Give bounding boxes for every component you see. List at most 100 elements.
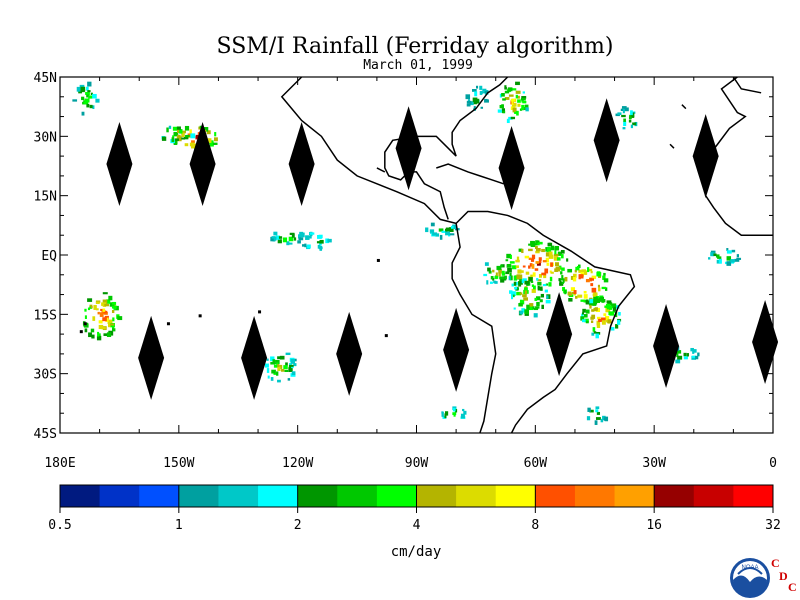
rain-patch	[441, 406, 467, 419]
swath-gap	[395, 106, 422, 191]
colorbar-swatch	[535, 485, 576, 507]
island	[384, 334, 388, 338]
cdc-letter-1: C	[771, 556, 780, 570]
rain-patch	[264, 352, 297, 383]
colorbar-swatch	[733, 485, 774, 507]
swath-gap	[241, 315, 268, 400]
coastline	[436, 163, 504, 185]
rain-patch	[161, 125, 196, 144]
colorbar-label: 0.5	[48, 518, 71, 533]
island	[258, 310, 262, 314]
lon-tick-label: 120W	[282, 456, 313, 471]
lat-tick-label: 15S	[34, 308, 57, 323]
coastline	[732, 76, 762, 94]
colorbar-unit-label: cm/day	[391, 544, 442, 560]
rain-patch	[270, 231, 305, 246]
colorbar-swatch	[456, 485, 497, 507]
rain-patch	[580, 296, 622, 339]
rain-patch	[615, 106, 638, 130]
swath-gap	[443, 307, 470, 392]
rain-patch	[505, 240, 569, 291]
colorbar-swatch	[376, 485, 417, 507]
noaa-logo: NOAA	[730, 558, 770, 598]
colorbar-swatch	[574, 485, 616, 507]
rain-patch	[586, 406, 609, 425]
lat-tick-label: 45S	[34, 427, 57, 442]
rain-patch	[483, 262, 511, 285]
map-title: SSM/I Rainfall (Ferriday algorithm)	[217, 34, 614, 59]
swath-gap	[189, 122, 216, 207]
lon-tick-label: 60W	[524, 456, 548, 471]
swath-gap	[498, 125, 525, 210]
colorbar-swatch	[614, 485, 655, 507]
cdc-letter-3: C	[788, 580, 797, 594]
cdc-letter-2: D	[779, 569, 788, 583]
colorbar-swatch	[178, 485, 219, 507]
colorbar: 0.5 1 2 4 8 16 32	[48, 484, 781, 533]
map-subtitle: March 01, 1999	[363, 58, 473, 73]
colorbar-label: 16	[646, 518, 662, 533]
colorbar-swatch	[218, 485, 259, 507]
coastline	[455, 210, 636, 434]
colorbar-swatch	[258, 485, 299, 507]
coastline	[376, 167, 386, 173]
lat-tick-label: 15N	[34, 190, 57, 205]
swath-gap	[546, 292, 573, 377]
coastline	[681, 104, 687, 110]
rain-patch	[497, 81, 529, 124]
cdc-mark: C D C	[771, 556, 797, 594]
island	[79, 330, 83, 334]
rain-patch	[465, 85, 489, 111]
colorbar-swatch	[60, 485, 101, 507]
lon-tick-label: 0	[769, 456, 777, 471]
colorbar-swatch	[337, 485, 378, 507]
swath-gap	[138, 315, 165, 400]
rainfall-layer	[72, 81, 742, 425]
colorbar-label: 4	[413, 518, 421, 533]
colorbar-label: 8	[531, 518, 539, 533]
lon-tick-label: 30W	[642, 456, 666, 471]
coastline	[669, 143, 675, 149]
swath-gaps	[106, 98, 779, 400]
colorbar-swatch	[654, 485, 695, 507]
coastline	[451, 223, 497, 434]
swath-gap	[692, 114, 719, 199]
colorbar-label: 2	[294, 518, 302, 533]
swath-gap	[653, 303, 680, 388]
colorbar-swatch	[139, 485, 180, 507]
swath-gap	[752, 300, 779, 385]
rain-patch	[298, 231, 332, 251]
colorbar-swatch	[416, 485, 457, 507]
rain-patch	[72, 81, 100, 116]
map-plot-area	[59, 76, 779, 434]
colorbar-label: 32	[765, 518, 781, 533]
island	[83, 322, 87, 326]
lat-tick-label: EQ	[41, 249, 57, 264]
colorbar-swatch	[99, 485, 140, 507]
colorbar-label: 1	[175, 518, 183, 533]
colorbar-swatch	[297, 485, 338, 507]
swath-gap	[336, 311, 363, 396]
rain-patch	[708, 248, 742, 266]
swath-gap	[106, 122, 133, 207]
island	[166, 322, 170, 326]
colorbar-swatch	[495, 485, 536, 507]
swath-gap	[288, 122, 315, 207]
lat-tick-label: 30S	[34, 368, 57, 383]
latitude-axis: 45N 30N 15N EQ 15S 30S 45S	[34, 71, 773, 442]
longitude-axis: 180E 150W 120W 90W 60W 30W 0	[44, 77, 777, 471]
rain-patch	[509, 277, 551, 318]
lat-tick-label: 45N	[34, 71, 57, 86]
island	[198, 314, 202, 318]
lon-tick-label: 180E	[44, 456, 75, 471]
colorbar-swatch	[693, 485, 734, 507]
coastline	[280, 76, 457, 225]
rain-patch	[425, 222, 460, 240]
island	[376, 258, 380, 262]
swath-gap	[593, 98, 620, 183]
noaa-logo-text: NOAA	[741, 565, 758, 571]
lon-tick-label: 90W	[405, 456, 429, 471]
lon-tick-label: 150W	[163, 456, 194, 471]
